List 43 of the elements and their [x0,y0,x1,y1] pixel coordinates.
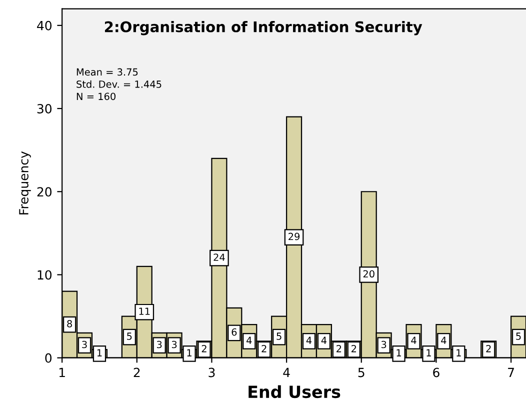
text: 2:Organisation of Information Security [104,21,422,36]
data-label: 1 [97,349,102,356]
x-tick-label: 3 [208,368,215,378]
x-tick-label: 6 [433,368,440,378]
x-axis-title: End Users [248,385,340,398]
data-label: 5 [127,332,132,340]
data-label: 2 [352,344,356,352]
data-label: 20 [363,270,374,278]
y-tick-label: 0 [45,353,52,363]
data-label: 5 [516,332,521,340]
x-tick-label: 4 [283,368,290,378]
data-label: 2 [486,344,491,352]
data-label: 4 [321,336,327,344]
annotation: Std. Dev. = 1.445 [76,80,162,88]
annotation: Mean = 3.75 [76,68,138,76]
data-label: 3 [381,340,386,348]
data-label: 3 [82,340,87,348]
y-tick-label: 30 [37,104,52,114]
data-label: 2 [336,344,342,352]
data-label: 29 [288,232,300,240]
data-label: 4 [441,336,446,344]
data-label: 6 [232,328,237,336]
x-tick-label: 1 [59,368,65,378]
data-label: 3 [156,340,162,348]
data-label: 3 [172,340,177,348]
data-label: 2 [262,344,266,352]
data-label: 4 [411,336,416,344]
data-label: 11 [139,308,150,315]
y-tick-label: 40 [37,20,52,30]
data-label: 8 [67,320,72,328]
y-tick-label: 10 [38,270,52,280]
annotation: N = 160 [76,92,116,100]
y-tick-label: 20 [37,187,52,197]
data-label: 4 [306,336,312,344]
data-label: 4 [246,336,252,344]
data-label: 24 [214,254,225,261]
x-tick-label: 7 [508,368,514,378]
data-label: 2 [202,344,206,352]
x-tick-label: 5 [358,368,364,378]
data-label: 1 [456,349,461,356]
x-tick-label: 2 [134,368,140,378]
y-axis-title: Frequency [19,151,31,214]
data-label: 5 [276,332,282,340]
